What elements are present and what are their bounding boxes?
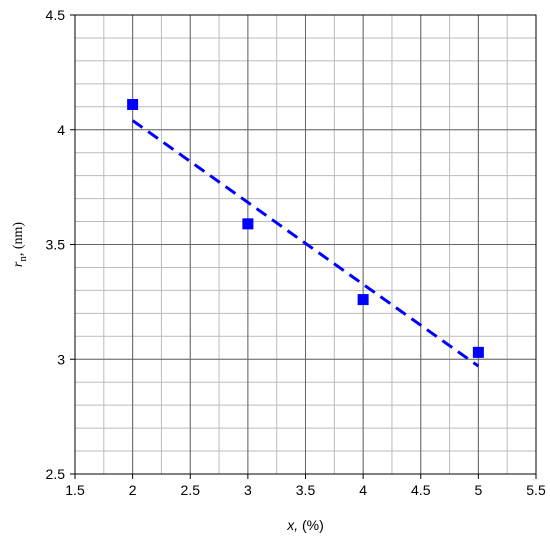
x-tick-label: 4.5 [411, 482, 431, 498]
y-label-symbol: r [11, 261, 26, 267]
y-tick-label: 3 [57, 351, 65, 367]
y-tick-label: 4.5 [46, 7, 66, 23]
x-tick-label: 2 [129, 482, 137, 498]
x-tick-label: 1.5 [65, 482, 85, 498]
fit-line [131, 119, 480, 368]
point [357, 294, 369, 306]
plot-frame [74, 14, 537, 475]
x-tick-label: 4 [359, 482, 367, 498]
y-label-subscript: n [17, 256, 29, 262]
y-tick-label: 3.5 [46, 237, 66, 253]
x-tick-label: 2.5 [181, 482, 201, 498]
x-tick-label: 5.5 [526, 482, 546, 498]
x-tick-label: 3 [244, 482, 252, 498]
y-label-unit: , (nm) [11, 222, 26, 257]
point [242, 218, 254, 230]
x-tick-label: 3.5 [296, 482, 316, 498]
point [472, 346, 484, 358]
point [127, 99, 139, 111]
x-axis-label: x, (%) [286, 517, 324, 533]
y-axis-label: rn, (nm) [11, 222, 29, 268]
x-label-unit: (%) [298, 517, 324, 533]
x-tick-label: 5 [474, 482, 482, 498]
y-tick-label: 2.5 [46, 466, 66, 482]
x-label-symbol: x, [286, 517, 298, 533]
y-tick-label: 4 [57, 122, 65, 138]
